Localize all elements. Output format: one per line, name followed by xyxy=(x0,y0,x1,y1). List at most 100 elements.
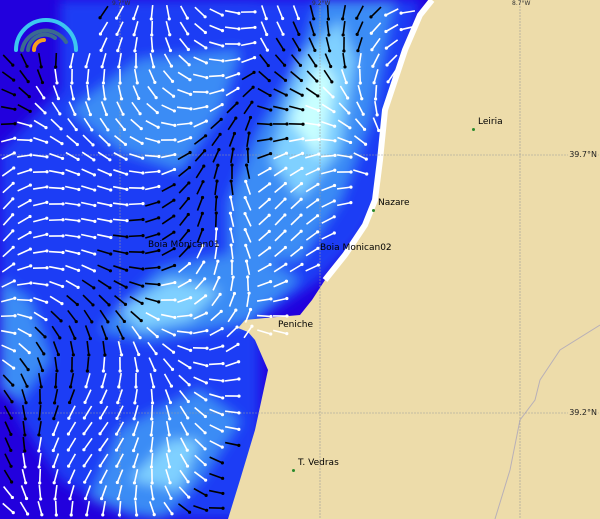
place-t-vedras[interactable]: T. Vedras xyxy=(298,458,339,468)
buoy-monican02[interactable]: Boia Monican02 xyxy=(320,243,392,253)
wave-arrow-head xyxy=(124,285,128,289)
wave-arrow-head xyxy=(59,127,63,131)
wave-arrow xyxy=(273,329,287,335)
wave-arrow xyxy=(193,295,207,305)
wave-arrow xyxy=(178,54,190,66)
wave-arrow xyxy=(176,106,192,110)
wave-arrow-head xyxy=(203,414,207,419)
wave-arrow-head xyxy=(188,348,193,352)
wave-arrow xyxy=(324,53,332,67)
wave-arrow xyxy=(321,120,335,128)
wave-arrow-head xyxy=(251,85,255,89)
wave-arrow xyxy=(274,246,286,258)
wave-arrow xyxy=(256,298,272,302)
wave-arrow-head xyxy=(141,202,145,206)
buoy-monican01[interactable]: Boia Monican01 xyxy=(148,240,220,250)
wave-arrow-head xyxy=(52,417,56,421)
wave-arrow xyxy=(227,309,237,323)
wave-arrow xyxy=(146,326,158,338)
wave-arrow-head xyxy=(205,105,209,109)
wave-arrow xyxy=(19,501,29,515)
place-peniche[interactable]: Peniche xyxy=(278,320,314,330)
wave-arrow-head xyxy=(61,218,65,222)
wave-arrow xyxy=(374,84,378,100)
wave-arrow-head xyxy=(109,188,113,192)
wave-arrow xyxy=(165,4,171,20)
wave-arrow-head xyxy=(301,108,305,112)
wave-arrow-head xyxy=(61,171,65,175)
wave-arrow-head xyxy=(29,124,33,128)
wave-arrow-head xyxy=(11,63,15,67)
wave-arrow-head xyxy=(109,252,113,256)
wave-arrow xyxy=(272,137,288,143)
wave-arrow-head xyxy=(188,150,192,155)
wave-arrow xyxy=(178,182,190,194)
wave-arrow xyxy=(274,198,286,210)
wave-arrow-head xyxy=(341,17,345,21)
wave-arrow-head xyxy=(10,480,14,484)
wave-arrow xyxy=(4,421,12,435)
wave-arrow-head xyxy=(221,506,225,510)
wave-arrow xyxy=(117,485,123,499)
wave-arrow xyxy=(244,197,252,211)
wave-arrow-head xyxy=(149,465,154,469)
wave-arrow xyxy=(165,469,171,483)
wave-arrow-head xyxy=(314,64,318,68)
wave-arrow xyxy=(320,138,336,142)
wave-arrow-head xyxy=(87,353,91,357)
wave-arrow-head xyxy=(228,211,233,215)
wave-arrow-head xyxy=(91,143,95,147)
wave-arrow xyxy=(117,340,123,356)
wave-arrow-head xyxy=(281,16,285,21)
wave-arrow xyxy=(259,53,269,67)
place-leiria[interactable]: Leiria xyxy=(478,117,503,127)
wave-arrow xyxy=(291,37,301,51)
wave-arrow xyxy=(67,117,77,131)
wave-arrow-head xyxy=(40,80,45,85)
wave-arrow xyxy=(16,282,32,286)
wave-arrow xyxy=(100,37,108,51)
wave-arrow xyxy=(97,264,111,272)
wave-arrow xyxy=(19,357,29,371)
wave-arrow-head xyxy=(364,157,368,161)
wave-arrow-head xyxy=(45,140,49,144)
wave-arrow xyxy=(17,231,31,241)
wave-arrow xyxy=(193,120,207,128)
wave-arrow xyxy=(160,153,176,159)
wave-arrow xyxy=(22,452,26,468)
wave-arrow-head xyxy=(70,81,74,85)
wave-arrow-head xyxy=(264,17,268,21)
wave-arrow-head xyxy=(101,369,106,373)
wave-arrow xyxy=(214,244,218,260)
wave-arrow-head xyxy=(171,350,176,354)
wave-arrow xyxy=(179,469,189,483)
wave-arrow xyxy=(113,265,127,271)
wave-arrow xyxy=(133,21,139,35)
wave-arrow-head xyxy=(13,136,17,140)
wave-arrow-head xyxy=(74,127,78,132)
wave-arrow xyxy=(2,198,14,210)
wave-arrow xyxy=(17,169,31,175)
place-nazare[interactable]: Nazare xyxy=(378,198,410,208)
wave-arrow-head xyxy=(26,80,30,84)
wave-arrow-head xyxy=(43,335,47,339)
wave-arrow-head xyxy=(157,248,161,253)
wave-arrow xyxy=(177,279,191,289)
wave-arrow xyxy=(353,135,367,145)
wave-arrow xyxy=(67,437,77,451)
wave-arrow xyxy=(177,151,191,161)
wave-arrow-head xyxy=(40,368,45,373)
wave-arrow xyxy=(326,4,330,20)
wave-arrow-head xyxy=(237,57,241,61)
wave-arrow-head xyxy=(268,166,272,171)
wave-arrow-head xyxy=(68,65,73,69)
wave-arrow-head xyxy=(151,497,155,501)
wave-arrow xyxy=(372,53,380,67)
wave-arrow xyxy=(64,202,80,206)
wave-arrow-head xyxy=(139,319,143,323)
wave-arrow-head xyxy=(132,433,136,437)
wave-arrow-head xyxy=(186,196,191,201)
wave-arrow-head xyxy=(189,296,193,300)
wave-arrow-head xyxy=(12,366,16,370)
